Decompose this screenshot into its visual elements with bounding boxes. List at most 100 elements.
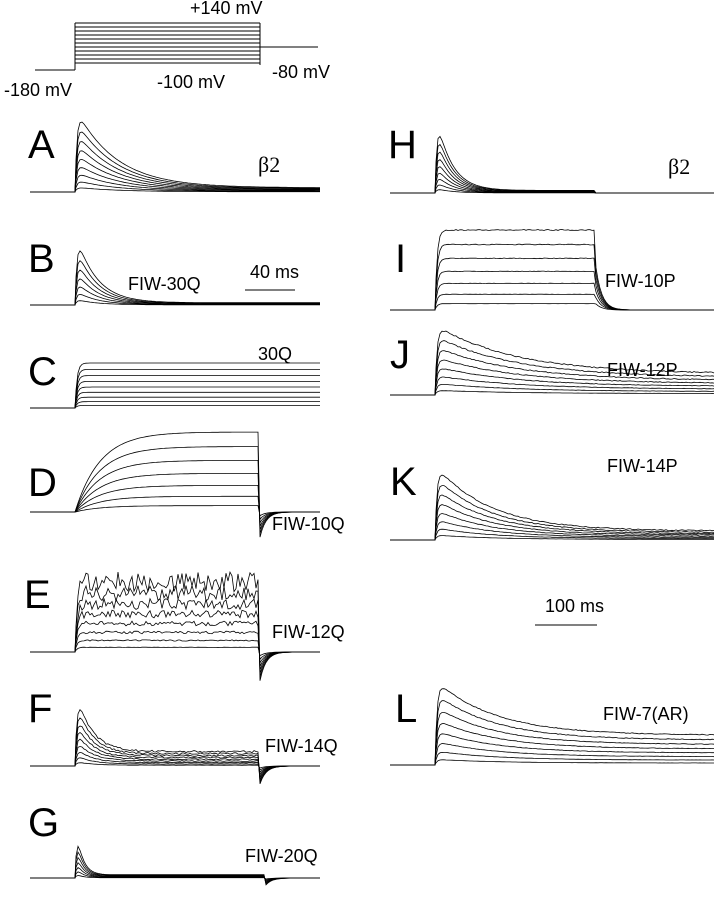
- current-trace: [390, 143, 714, 194]
- current-trace: [30, 131, 320, 193]
- current-trace: [390, 759, 714, 766]
- current-trace: [390, 733, 714, 766]
- panel-label: β2: [668, 154, 690, 179]
- panel: C 30Q: [28, 344, 320, 409]
- current-trace: [30, 431, 320, 538]
- current-trace: [30, 639, 320, 661]
- panel-letter: C: [28, 350, 57, 394]
- voltage-protocol: +140 mV -180 mV -100 mV -80 mV: [4, 0, 330, 100]
- protocol-label: -80 mV: [272, 62, 330, 82]
- panel-label: FIW-7(AR): [603, 704, 689, 724]
- current-trace: [390, 330, 715, 396]
- panel-label: FIW-14Q: [265, 736, 338, 756]
- current-trace: [30, 167, 320, 193]
- protocol-label: -100 mV: [157, 72, 225, 92]
- current-trace: [390, 376, 715, 396]
- panel: I FIW-10P: [390, 229, 714, 311]
- panel: F FIW-14Q: [28, 687, 338, 785]
- current-trace: [30, 845, 320, 886]
- current-trace: [390, 513, 715, 541]
- panel-label: FIW-10Q: [272, 514, 345, 534]
- current-trace: [390, 350, 714, 396]
- current-trace: [390, 368, 715, 396]
- current-trace: [30, 401, 320, 409]
- current-trace: [30, 381, 320, 409]
- current-trace: [30, 396, 320, 409]
- panel-letter: D: [28, 461, 57, 505]
- scale-bar-label: 40 ms: [250, 262, 299, 282]
- current-trace: [390, 743, 715, 766]
- current-trace: [30, 369, 320, 409]
- panel-label: FIW-20Q: [245, 846, 318, 866]
- panel-letter: E: [24, 573, 51, 617]
- current-trace: [390, 359, 715, 396]
- current-trace: [390, 688, 715, 766]
- current-trace: [30, 362, 320, 409]
- current-trace: [390, 485, 715, 541]
- current-trace: [30, 150, 320, 193]
- current-trace: [30, 141, 320, 193]
- current-trace: [390, 700, 715, 766]
- current-trace: [390, 535, 715, 541]
- panel: J FIW-12P: [390, 330, 715, 396]
- panel: G FIW-20Q: [28, 801, 320, 886]
- panel-letter: K: [390, 460, 417, 504]
- current-trace: [30, 159, 320, 193]
- current-trace: [30, 646, 320, 657]
- panel-letter: G: [28, 801, 59, 845]
- protocol-label: +140 mV: [190, 0, 263, 18]
- panel: E FIW-12Q: [24, 570, 345, 681]
- current-trace: [390, 474, 715, 541]
- current-trace: [390, 151, 714, 194]
- current-trace: [390, 340, 715, 396]
- panel-letter: A: [28, 123, 55, 167]
- current-trace: [390, 712, 715, 766]
- current-trace: [30, 181, 320, 193]
- panel-label: FIW-30Q: [128, 274, 201, 294]
- panel-letter: I: [395, 237, 406, 281]
- current-trace: [30, 386, 320, 409]
- panel-label: FIW-12Q: [272, 622, 345, 642]
- panel: D FIW-10Q: [28, 431, 345, 538]
- current-trace: [390, 384, 715, 396]
- panel-label: β2: [258, 152, 280, 177]
- current-trace: [390, 751, 715, 766]
- protocol-label: -180 mV: [4, 80, 72, 100]
- current-trace: [390, 390, 715, 396]
- panel-letter: F: [28, 687, 52, 731]
- current-trace: [30, 709, 320, 785]
- current-trace: [30, 570, 320, 681]
- current-trace: [390, 528, 715, 541]
- panel-letter: J: [390, 333, 410, 377]
- current-trace: [390, 229, 714, 311]
- protocol-steps: [75, 22, 260, 64]
- current-trace: [30, 405, 320, 409]
- panel-letter: L: [395, 687, 417, 731]
- current-trace: [390, 159, 714, 194]
- scale-bar-label: 100 ms: [545, 596, 604, 616]
- current-trace: [390, 303, 714, 311]
- panel-label: 30Q: [258, 344, 292, 364]
- current-trace: [30, 121, 320, 193]
- current-trace: [30, 250, 320, 306]
- current-trace: [390, 494, 715, 541]
- panel-label: FIW-10P: [605, 271, 676, 291]
- current-trace: [390, 135, 714, 194]
- current-trace: [390, 723, 715, 766]
- current-trace: [30, 391, 320, 409]
- panel: K FIW-14P: [390, 456, 715, 541]
- current-trace: [30, 757, 320, 771]
- panel-letter: H: [388, 123, 417, 167]
- current-trace: [30, 375, 320, 409]
- panel: L FIW-7(AR): [390, 687, 715, 766]
- panel-letter: B: [28, 237, 55, 281]
- panel-label: FIW-14P: [607, 456, 678, 476]
- current-trace: [390, 293, 714, 311]
- current-trace: [30, 174, 320, 193]
- panel: B FIW-30Q: [28, 237, 320, 306]
- current-trace: [390, 504, 715, 541]
